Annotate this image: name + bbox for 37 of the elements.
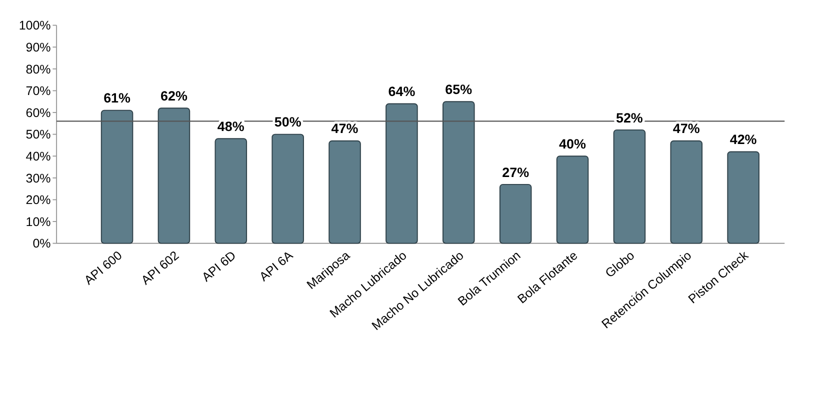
- data-label: 64%: [388, 84, 416, 100]
- bar: [442, 101, 475, 244]
- y-tick-label: 60%: [26, 106, 51, 120]
- data-label: 62%: [160, 88, 188, 104]
- bar: [328, 140, 361, 244]
- bar: [613, 129, 646, 244]
- data-label: 42%: [730, 132, 757, 148]
- y-tick-label: 80%: [26, 62, 51, 76]
- bar: [214, 138, 248, 244]
- x-tick-label: API 6D: [199, 248, 239, 284]
- x-tick-label: API 602: [138, 248, 182, 288]
- data-label: 47%: [331, 121, 358, 136]
- x-tick-label: API 6A: [256, 248, 296, 284]
- data-label: 47%: [672, 121, 700, 136]
- y-tick-label: 100%: [18, 18, 51, 33]
- data-label: 61%: [104, 90, 131, 106]
- data-label: 48%: [217, 118, 244, 134]
- data-label: 65%: [445, 82, 472, 97]
- y-tick-label: 20%: [26, 193, 51, 208]
- data-label: 27%: [502, 164, 530, 180]
- y-tick-label: 90%: [26, 40, 51, 54]
- y-tick-label: 70%: [26, 84, 51, 98]
- y-tick-label: 10%: [26, 214, 51, 229]
- x-tick-label: API 600: [82, 248, 125, 288]
- y-tick-label: 0%: [32, 236, 51, 251]
- y-tick-label: 50%: [26, 128, 51, 142]
- y-tick-label: 30%: [26, 171, 51, 186]
- bar: [386, 103, 418, 244]
- bar: [727, 151, 760, 244]
- bar: [499, 184, 532, 244]
- bar: [158, 108, 190, 244]
- y-tick-label: 40%: [26, 149, 51, 164]
- bar: [670, 140, 703, 244]
- data-label: 40%: [559, 136, 586, 152]
- bar: [100, 110, 134, 244]
- bar: [556, 156, 589, 244]
- bar: [272, 134, 304, 244]
